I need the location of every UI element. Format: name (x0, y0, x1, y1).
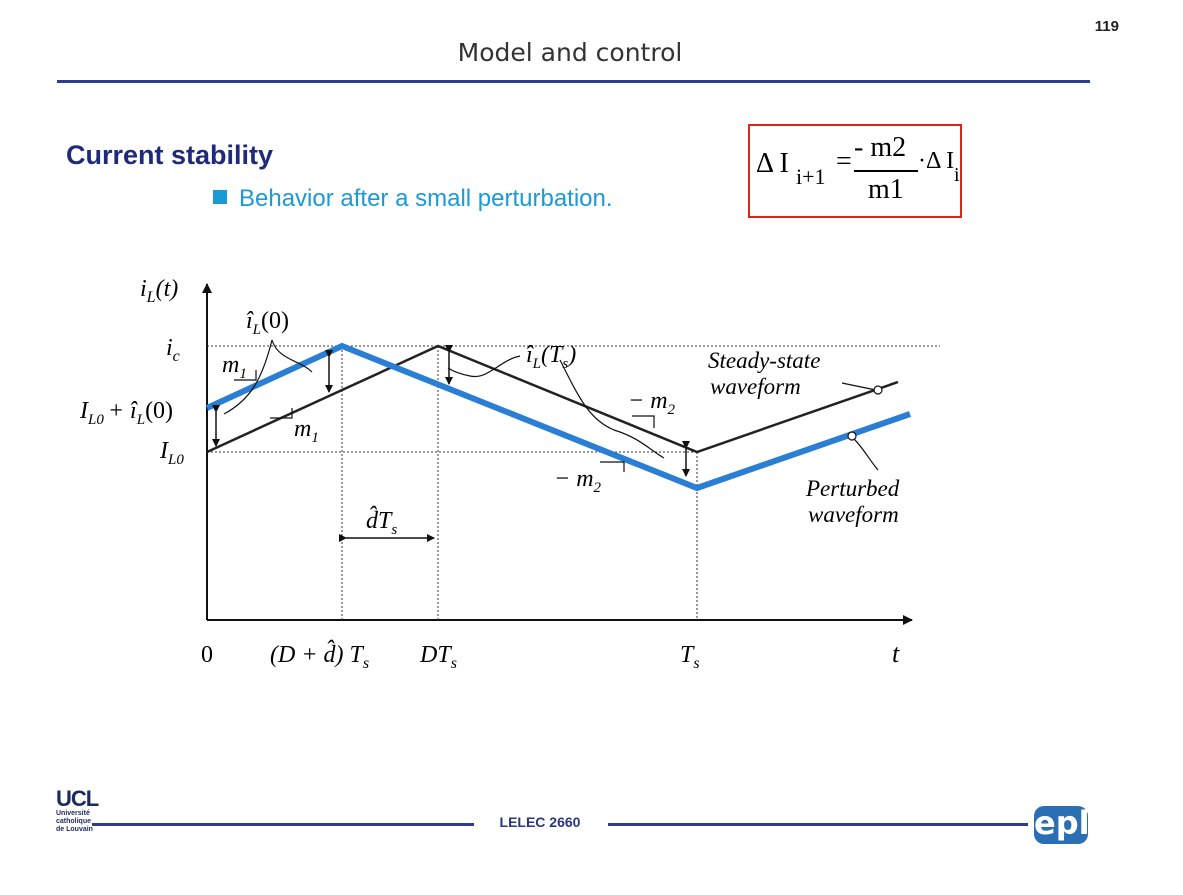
slope-m2-perturbed: − m2 (554, 466, 602, 496)
perturbed-marker (847, 431, 857, 441)
slope-m1-perturbed: m1 (222, 352, 247, 382)
y-axis-label: iL(t) (140, 276, 178, 306)
slide-title: Model and control (457, 38, 683, 67)
tick-IL0: IL0 (159, 438, 184, 468)
perturbation-arrows (212, 345, 690, 542)
perturbed-label-2: waveform (808, 502, 899, 527)
footer-divider-right (608, 823, 1028, 826)
label-iLTs: îL(Ts) (526, 342, 576, 372)
bullet-square-icon (213, 190, 227, 204)
formula-rhs: ·Δ I (918, 148, 955, 174)
formula-equals: = (836, 146, 852, 177)
ucl-logo-line3: de Louvain (56, 826, 93, 833)
tick-IL0-perturbed: IL0 + îL(0) (79, 398, 173, 428)
x-tick-DTs: DTs (419, 642, 457, 672)
steady-state-label-2: waveform (710, 374, 801, 399)
x-tick-0: 0 (201, 642, 213, 668)
slope-m2-steady: − m2 (628, 388, 676, 418)
tick-ic: ic (166, 335, 180, 365)
formula-lhs-sub: i+1 (796, 164, 826, 189)
label-dTs: d̂Ts (366, 506, 397, 538)
formula-box: Δ I i+1 = - m2 m1 ·Δ I i (748, 124, 962, 218)
steady-state-waveform (206, 344, 899, 454)
bullet-item: Behavior after a small perturbation. (213, 185, 613, 213)
steady-state-label-1: Steady-state (708, 348, 820, 373)
section-heading: Current stability (66, 140, 274, 170)
title-divider (57, 80, 1090, 83)
slope-m1-steady: m1 (294, 416, 319, 446)
ucl-logo: UCL Université catholique de Louvain (56, 786, 99, 834)
x-tick-D-plus-d: (D + d̂) Ts (270, 640, 369, 672)
formula-numerator: - m2 (854, 132, 907, 163)
epl-logo: epl (1034, 804, 1090, 844)
perturbed-waveform (205, 342, 911, 492)
bullet-text: Behavior after a small perturbation. (239, 185, 613, 212)
page-number: 119 (1094, 18, 1119, 35)
guide-lines (207, 345, 940, 620)
x-tick-Ts: Ts (680, 642, 700, 672)
steady-state-marker (873, 385, 883, 395)
label-iL0: îL(0) (246, 308, 289, 338)
waveform-diagram: iL(t) ic IL0 + îL(0) IL0 0 (D + d̂) Ts DT… (79, 276, 940, 672)
ucl-logo-text: UCL (56, 786, 99, 811)
ucl-logo-line1: Université (56, 810, 90, 817)
footer-course-code: LELEC 2660 (499, 814, 581, 830)
formula-fraction-bar (854, 170, 918, 172)
ucl-logo-line2: catholique (56, 818, 92, 825)
x-axis-label: t (892, 639, 900, 668)
formula-denominator: m1 (868, 174, 904, 205)
slope-brackets (234, 370, 655, 472)
footer-divider-left (92, 823, 474, 826)
perturbed-label-1: Perturbed (805, 476, 900, 501)
formula-lhs: Δ I (756, 148, 789, 179)
formula-rhs-sub: i (954, 164, 960, 186)
